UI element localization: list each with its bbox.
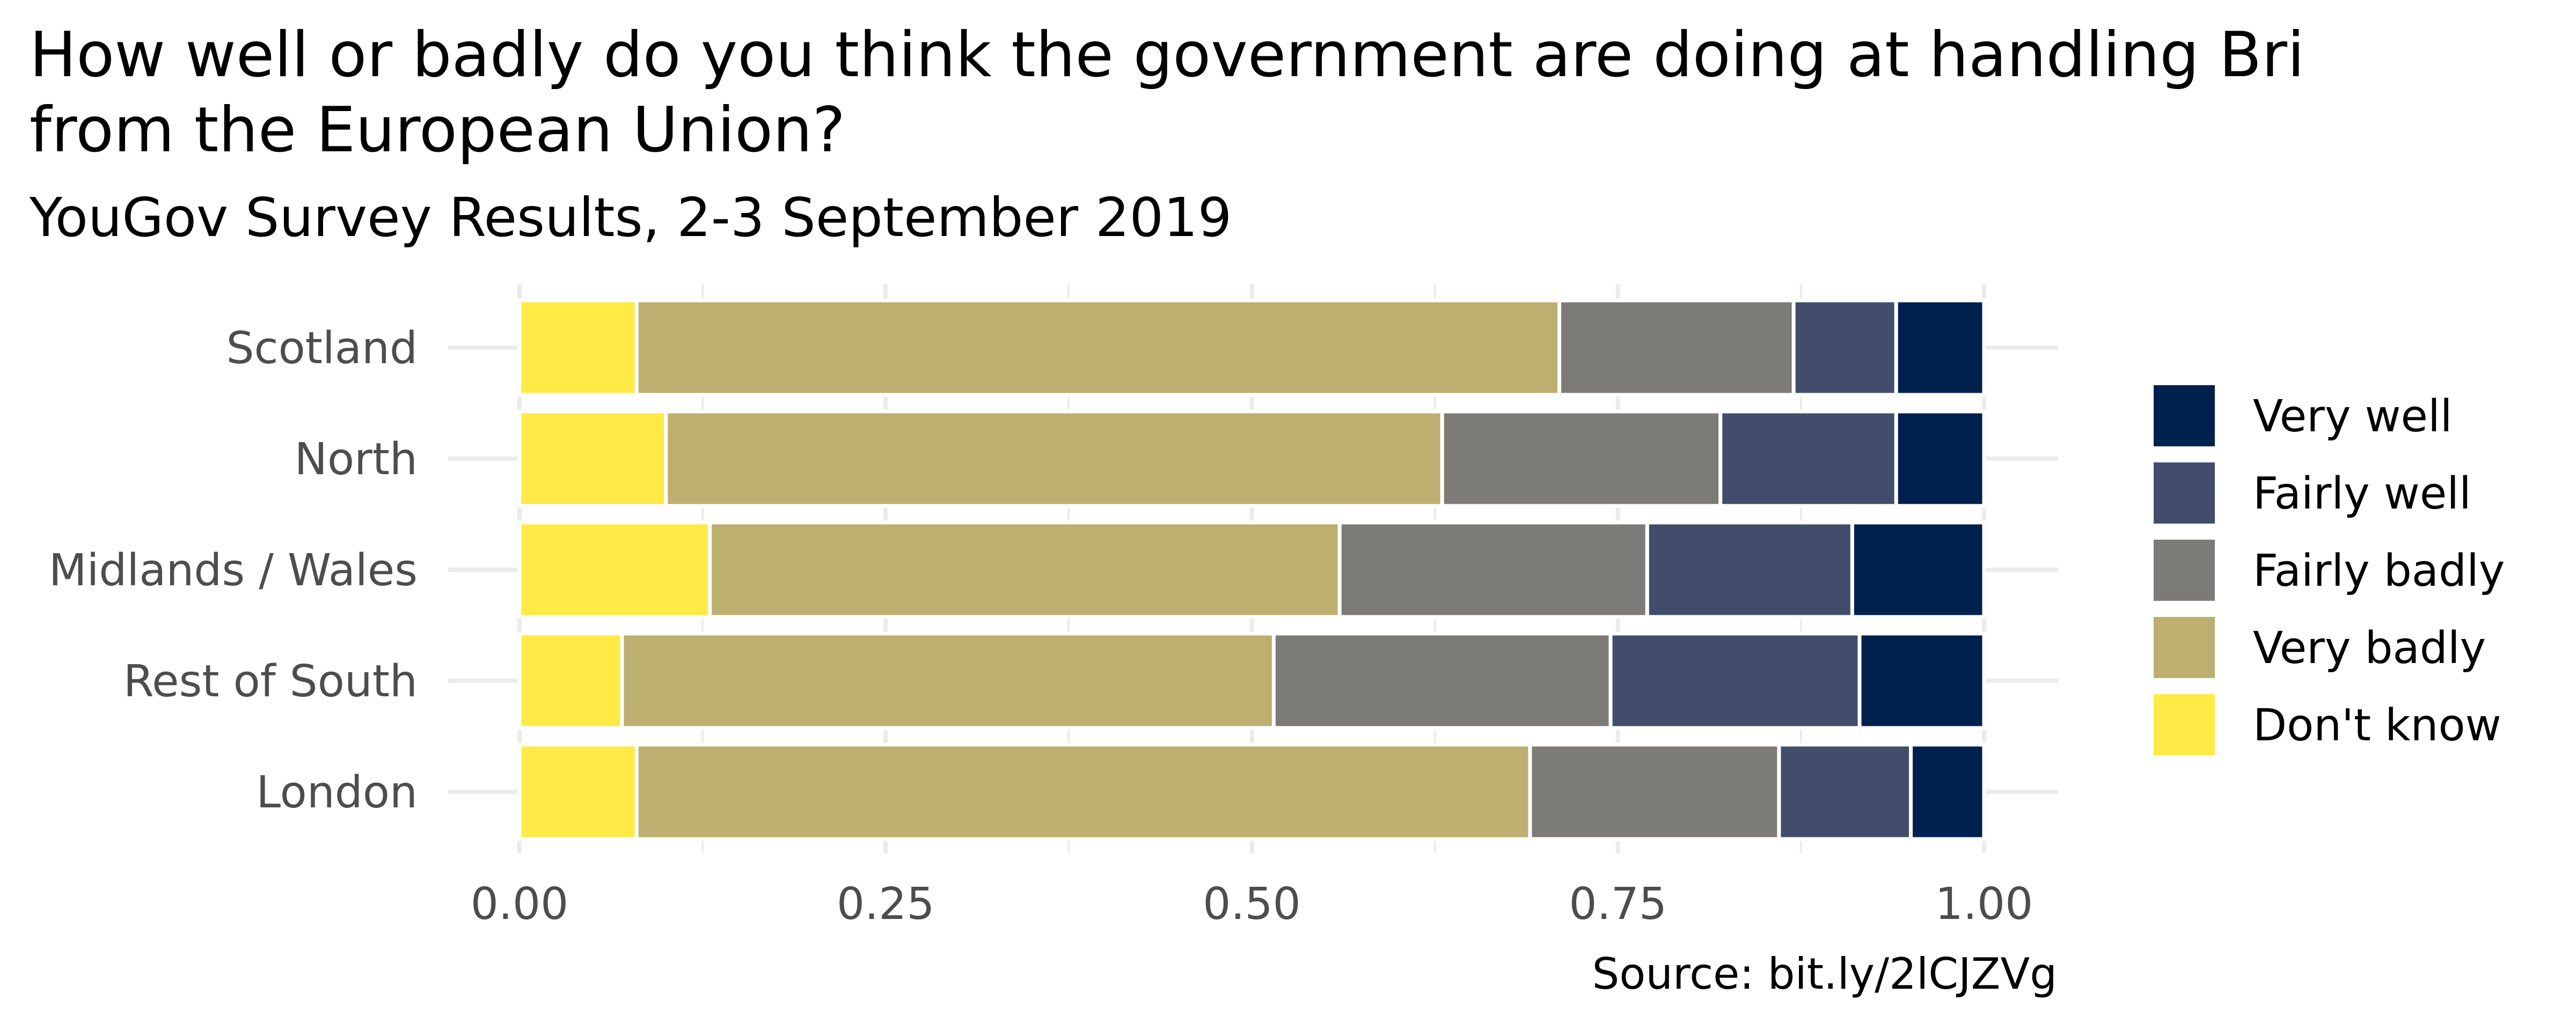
legend-key bbox=[2150, 536, 2218, 604]
bar-segment bbox=[1271, 631, 1613, 730]
legend-label: Fairly badly bbox=[2253, 546, 2505, 597]
bar-segment bbox=[1718, 409, 1898, 508]
bar-segment bbox=[1337, 520, 1649, 619]
legend: Very well Fairly well Fairly badly Very bad… bbox=[2150, 382, 2505, 759]
x-tick-label: 0.00 bbox=[471, 879, 569, 930]
bar-segment bbox=[664, 409, 1444, 508]
legend-key bbox=[2150, 459, 2218, 527]
bar-segment bbox=[1645, 520, 1854, 619]
category-label: Midlands / Wales bbox=[49, 545, 418, 596]
legend-label: Very badly bbox=[2253, 623, 2486, 674]
legend-key bbox=[2150, 691, 2218, 759]
bar-segment bbox=[1791, 298, 1898, 397]
bar-segment bbox=[1528, 742, 1781, 841]
bar-segment bbox=[1850, 520, 1986, 619]
bar-segment bbox=[1608, 631, 1862, 730]
bar-segment bbox=[634, 742, 1532, 841]
bar-segment bbox=[1557, 298, 1796, 397]
category-label: Scotland bbox=[226, 323, 418, 374]
bar-segment bbox=[1440, 409, 1723, 508]
chart-title-line-2: from the European Union? bbox=[30, 94, 845, 166]
x-tick-label: 1.00 bbox=[1935, 879, 2033, 930]
x-tick-label: 0.25 bbox=[837, 879, 935, 930]
chart-title-line-1: How well or badly do you think the gover… bbox=[30, 19, 2304, 91]
bar-segment bbox=[517, 742, 639, 841]
bar-segment bbox=[517, 298, 639, 397]
chart-subtitle: YouGov Survey Results, 2-3 September 201… bbox=[29, 186, 1232, 249]
category-label: Rest of South bbox=[123, 656, 418, 707]
bar-segment bbox=[517, 409, 668, 508]
x-tick-label: 0.50 bbox=[1203, 879, 1301, 930]
chart-caption: Source: bit.ly/2lCJZVg bbox=[1592, 949, 2057, 999]
legend-key bbox=[2150, 614, 2218, 681]
bar-segment bbox=[634, 298, 1562, 397]
bar-segment bbox=[517, 520, 712, 619]
x-tick-label: 0.75 bbox=[1569, 879, 1667, 930]
category-label: London bbox=[256, 767, 418, 818]
bar-segment bbox=[517, 631, 624, 730]
legend-label: Fairly well bbox=[2253, 468, 2471, 519]
legend-label: Very well bbox=[2253, 391, 2453, 442]
bar-segment bbox=[1894, 409, 1986, 508]
bar-segment bbox=[1777, 742, 1913, 841]
plot-area: Scotland North Midlands / Wales Rest of Sou… bbox=[49, 284, 2058, 930]
category-label: North bbox=[295, 434, 418, 485]
legend-key bbox=[2150, 382, 2218, 450]
bar-segment bbox=[1857, 631, 1986, 730]
bar-segment bbox=[1894, 298, 1986, 397]
bar-segment bbox=[1909, 742, 1986, 841]
bar-segment bbox=[708, 520, 1342, 619]
legend-label: Don't know bbox=[2253, 700, 2501, 751]
bar-segment bbox=[620, 631, 1276, 730]
